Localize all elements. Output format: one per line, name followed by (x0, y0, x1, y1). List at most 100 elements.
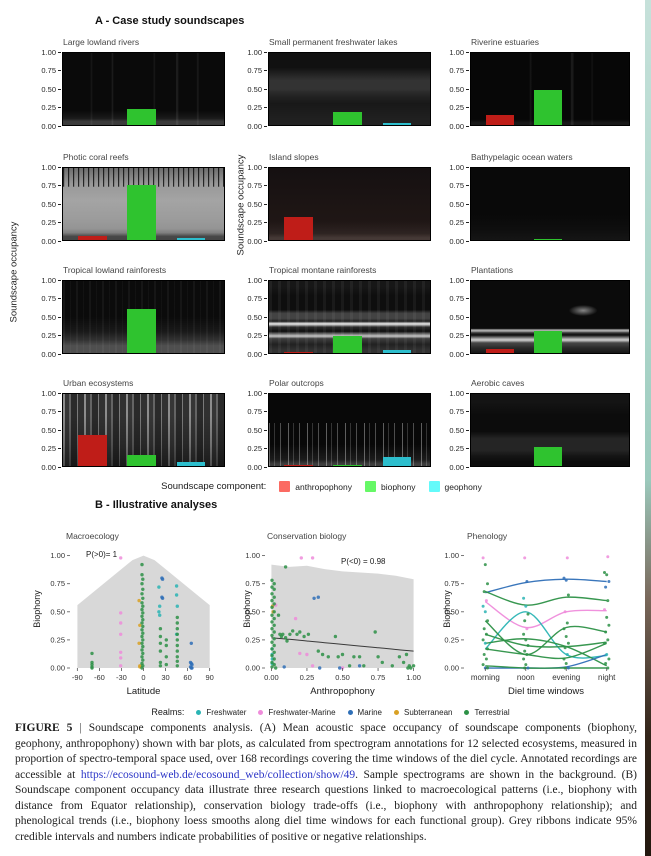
component-legend-item-biophony: biophony (364, 481, 416, 492)
spectrogram-tropical-montane-rainforests (268, 280, 431, 354)
realm-dot-marine (347, 709, 353, 715)
y-axis-tick (264, 240, 267, 242)
bar-biophony (333, 464, 362, 466)
ecosystem-panel-small-permanent-freshwater-lakes: Small permanent freshwater lakes 1.00 0.75… (232, 36, 433, 131)
realm-label: Terrestrial (474, 707, 510, 717)
y-axis-tick (466, 411, 469, 412)
ecosystem-panel-title: Large lowland rivers (63, 37, 140, 47)
y-axis-tick-label: 0.75 (247, 294, 262, 303)
spectrogram-polar-outcrops (268, 393, 431, 467)
bar-biophony (534, 89, 562, 125)
y-axis-tick (58, 107, 61, 108)
y-axis-tick-label: 0.25 (247, 444, 262, 453)
svg-text:1.00: 1.00 (245, 551, 260, 560)
y-axis-tick-label: 0.25 (41, 331, 56, 340)
ecosystem-panel-tropical-lowland-rainforests: Tropical lowland rainforests 1.00 0.75 0.50… (26, 264, 227, 359)
y-axis-tick-label: 0.25 (247, 218, 262, 227)
y-axis-tick (466, 107, 469, 108)
legend-label: biophony (380, 481, 416, 492)
y-axis-tick-label: 0.75 (449, 181, 464, 190)
ecosystem-panel-island-slopes: Island slopes 1.00 0.75 0.50 0.25 0.00 (232, 151, 433, 246)
y-axis-tick-label: 1.00 (247, 162, 262, 172)
scatter-points (90, 556, 194, 670)
ecosystem-panel-tropical-montane-rainforests: Tropical montane rainforests 1.00 0.75 0.50… (232, 264, 433, 359)
realm-legend-item-subterranean: Subterranean (394, 708, 452, 717)
y-axis-tick (466, 429, 469, 431)
ecosystem-panel-large-lowland-rivers: Large lowland rivers 1.00 0.75 0.50 0.25 0.00 (26, 36, 227, 131)
bar-biophony (534, 447, 562, 466)
y-axis-tick-label: 0.75 (41, 407, 56, 416)
soundscape-occupancy-axis-label-col2: Soundscape occupancy (235, 154, 247, 256)
y-axis-tick (58, 51, 61, 53)
svg-text:0.50: 0.50 (50, 607, 65, 616)
svg-text:0.00: 0.00 (444, 664, 459, 673)
trend-line (271, 637, 414, 652)
y-axis-tick (466, 222, 469, 223)
ecosystem-panel-photic-coral-reefs: Photic coral reefs 1.00 0.75 0.50 0.25 0.00 (26, 151, 227, 246)
svg-text:0.00: 0.00 (245, 664, 260, 673)
y-axis-tick (58, 279, 61, 281)
ecosystem-panel-urban-ecosystems: Urban ecosystems 1.00 0.75 0.50 0.25 0.00 (26, 377, 227, 472)
svg-text:evening: evening (552, 673, 580, 682)
y-axis-tick (264, 335, 267, 336)
bar-biophony (127, 309, 156, 353)
phenology-xlabel: Diel time windows (507, 686, 585, 697)
phenology-plot: 0.00 0.25 0.50 0.75 1.00 morning noon evening ni… (444, 551, 616, 682)
y-axis-tick (264, 70, 267, 71)
svg-text:0.75: 0.75 (371, 673, 386, 682)
y-axis-tick (264, 203, 267, 205)
y-axis-tick-label: 0.25 (41, 103, 56, 112)
credible-interval-ribbon (271, 564, 414, 668)
realm-dot-freshwater-marine (258, 709, 264, 715)
y-axis-tick (264, 466, 267, 468)
realm-label: Marine (357, 707, 382, 717)
y-axis-tick (466, 185, 469, 186)
svg-text:0.75: 0.75 (50, 579, 65, 588)
legend-label: anthropophony (295, 481, 352, 492)
y-axis-tick-label: 0.50 (41, 199, 56, 209)
macroecology-panel: 0.00 0.25 0.50 0.75 1.00 -90 -60 -30 0 30 60 90 Mac… (28, 526, 243, 726)
y-axis-tick-label: 0.25 (449, 103, 464, 112)
y-axis-tick (466, 125, 469, 127)
svg-text:0.50: 0.50 (245, 607, 260, 616)
bar-anthropophony (284, 352, 314, 353)
y-axis-tick-label: 0.25 (247, 103, 262, 112)
y-axis-tick (58, 185, 61, 186)
y-axis-tick-label: 0.50 (41, 84, 56, 94)
spectrogram-urban-ecosystems (62, 393, 225, 467)
bar-biophony (534, 331, 562, 353)
y-axis-tick-label: 0.75 (247, 66, 262, 75)
y-axis-tick (466, 335, 469, 336)
svg-text:1.00: 1.00 (50, 551, 65, 560)
realm-legend-item-marine: Marine (347, 707, 382, 717)
y-axis-tick-label: 0.50 (41, 312, 56, 322)
bar-anthropophony (486, 114, 515, 125)
figure-caption-link[interactable]: https://ecosound-web.de/ecosound_web/col… (80, 768, 356, 781)
y-axis-tick (466, 279, 469, 281)
macroecology-plot: 0.00 0.25 0.50 0.75 1.00 -90 -60 -30 0 30 60 90 (50, 551, 213, 682)
ecosystem-panel-title: Riverine estuaries (471, 37, 540, 47)
y-axis-tick-label: 0.75 (247, 407, 262, 416)
phenology-ylabel: Biophony (442, 590, 452, 628)
y-axis-tick (264, 279, 267, 281)
y-axis-tick-label: 1.00 (247, 275, 262, 285)
ecosystem-panel-aerobic-caves: Aerobic caves 1.00 0.75 0.50 0.25 0.00 (434, 377, 632, 472)
y-axis-tick-label: 0.00 (247, 121, 262, 131)
svg-text:60: 60 (183, 673, 191, 682)
y-axis-tick-label: 0.00 (247, 236, 262, 246)
svg-text:0.25: 0.25 (245, 635, 260, 644)
svg-text:noon: noon (517, 673, 535, 682)
y-axis-tick (58, 298, 61, 299)
realm-dot-subterranean (394, 709, 399, 715)
y-axis-tick (264, 392, 267, 394)
y-axis-tick-label: 1.00 (449, 47, 464, 57)
y-axis-tick-label: 0.50 (449, 199, 464, 209)
y-axis-tick-label: 1.00 (449, 275, 464, 285)
ecosystem-panel-title: Small permanent freshwater lakes (269, 37, 398, 47)
y-axis-tick (466, 353, 469, 355)
realm-legend-item-freshwater: Freshwater (196, 708, 246, 717)
y-axis-tick (466, 298, 469, 299)
y-axis-tick (264, 166, 267, 168)
bar-anthropophony (78, 236, 108, 240)
